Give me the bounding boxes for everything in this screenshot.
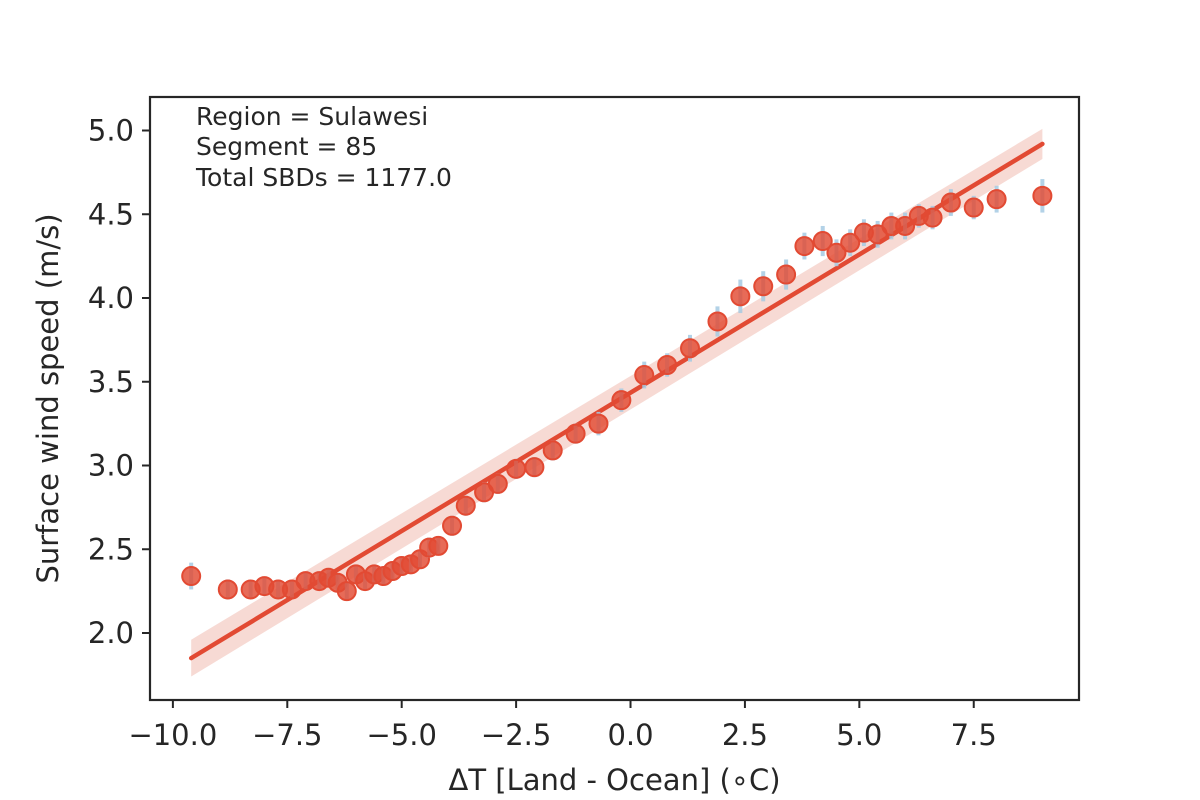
data-point (895, 215, 916, 236)
y-tick-label: 4.0 (88, 281, 134, 315)
ticks: −10.0 −7.5 −5.0 −2.5 0.0 2.5 5.0 7.5 2.0 2.5 3.0 3.… (88, 114, 997, 753)
annotation-total-sbds: Total SBDs = 1177.0 (195, 163, 452, 192)
data-point (922, 207, 943, 228)
data-point (794, 236, 815, 257)
x-tick-label: −7.5 (252, 718, 322, 752)
y-tick-label: 2.5 (88, 532, 134, 566)
data-point (428, 535, 449, 556)
data-point (565, 423, 586, 444)
data-point (963, 197, 984, 218)
x-tick-label: −5.0 (366, 718, 436, 752)
data-point (634, 365, 655, 386)
axes-frame (148, 95, 1081, 702)
data-point (524, 457, 545, 478)
annotation-box: Region = Sulawesi Segment = 85 Total SBD… (195, 102, 452, 192)
data-point (588, 413, 609, 434)
x-tick-label: 7.5 (951, 718, 997, 752)
data-point (336, 581, 357, 602)
annotation-region: Region = Sulawesi (196, 102, 428, 131)
data-point (657, 355, 678, 375)
data-point (986, 189, 1007, 210)
data-point (753, 276, 774, 297)
data-point (680, 338, 701, 359)
data-point (217, 579, 238, 600)
data-point (181, 566, 202, 587)
y-tick-label: 3.0 (88, 449, 134, 483)
data-point (776, 264, 797, 285)
data-point (840, 232, 861, 253)
data-point (940, 192, 961, 213)
x-tick-label: 0.0 (607, 718, 653, 752)
x-tick-label: −2.5 (481, 718, 551, 752)
annotation-segment: Segment = 85 (196, 132, 377, 161)
x-tick-label: −10.0 (128, 718, 217, 752)
data-point (707, 311, 728, 332)
data-point (812, 231, 833, 252)
data-point (455, 495, 476, 516)
data-point (1032, 185, 1053, 206)
data-point (442, 515, 463, 536)
data-point (487, 473, 508, 494)
y-tick-label: 4.5 (88, 197, 134, 231)
data-point (826, 242, 847, 263)
y-tick-label: 2.0 (88, 616, 134, 650)
x-axis-label: ΔT [Land - Ocean] (∘C) (448, 763, 780, 797)
x-tick-label: 5.0 (836, 718, 882, 752)
y-tick-label: 3.5 (88, 365, 134, 399)
y-axis-label: Surface wind speed (m/s) (31, 213, 65, 583)
data-point (730, 286, 751, 307)
data-point (506, 458, 527, 479)
x-tick-label: 2.5 (722, 718, 768, 752)
data-point (542, 440, 563, 461)
data-point (611, 390, 632, 411)
axes (148, 95, 1081, 702)
plot-area (181, 128, 1053, 677)
y-tick-label: 5.0 (88, 114, 134, 148)
